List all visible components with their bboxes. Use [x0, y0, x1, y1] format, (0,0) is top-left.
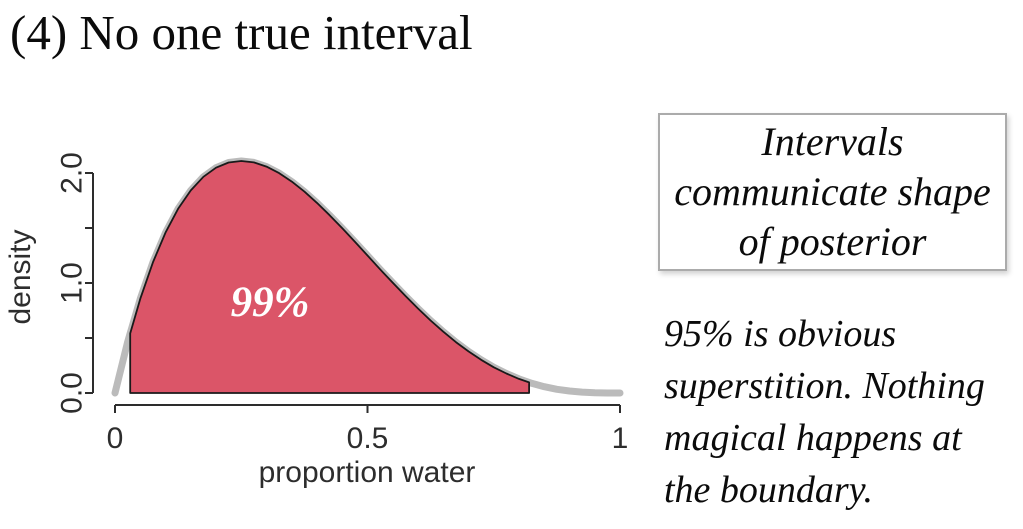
chart-plot-area: 0 0.5 1 0.0 1.0 2.0 — [56, 152, 629, 455]
y-tick-label: 0.0 — [56, 372, 89, 414]
posterior-density-chart: 0 0.5 1 0.0 1.0 2.0 99% proportion water dens… — [4, 152, 629, 489]
note-line: of posterior — [738, 219, 927, 264]
caption: 95% is obvious superstition. Nothing mag… — [664, 308, 985, 516]
slide-title: (4) No one true interval — [10, 5, 473, 60]
interval-label: 99% — [231, 279, 310, 326]
note-box: Intervals communicate shape of posterior — [658, 113, 1007, 271]
note-line: communicate shape — [674, 169, 991, 214]
caption-line: magical happens at — [664, 417, 962, 460]
y-tick-label: 1.0 — [56, 262, 89, 304]
x-tick-label: 1 — [612, 422, 629, 455]
note-line: Intervals — [761, 119, 904, 164]
caption-line: the boundary. — [664, 469, 873, 512]
credible-interval-area — [129, 160, 530, 394]
y-axis-title: density — [4, 229, 37, 324]
caption-line: 95% is obvious — [664, 313, 897, 355]
x-axis-title: proportion water — [259, 456, 476, 489]
x-tick-label: 0.5 — [347, 422, 389, 455]
y-tick-label: 2.0 — [56, 152, 89, 194]
x-tick-label: 0 — [107, 422, 124, 455]
caption-line: superstition. Nothing — [664, 365, 985, 408]
